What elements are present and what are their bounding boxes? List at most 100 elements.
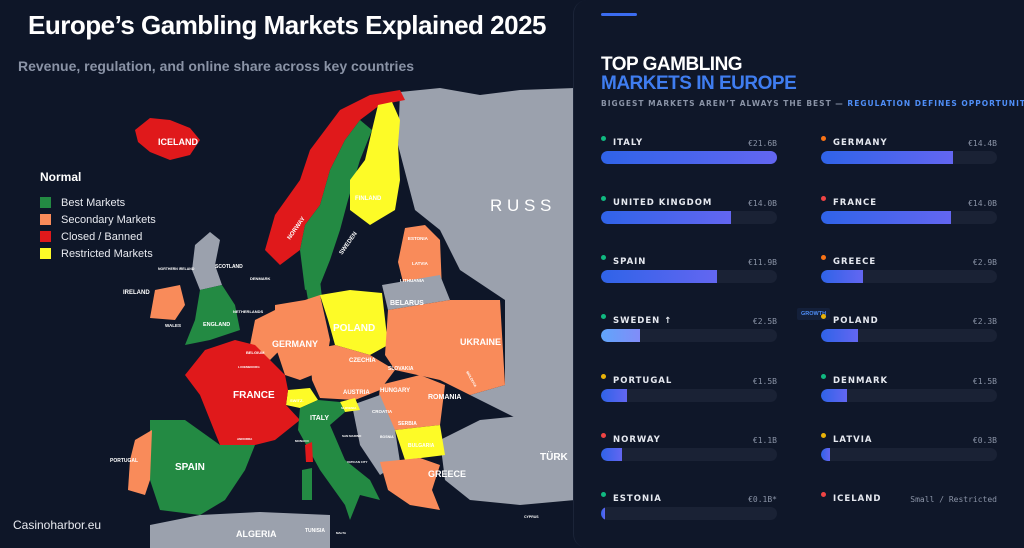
status-dot <box>601 492 606 497</box>
status-dot <box>601 433 606 438</box>
revenue-bar-fill <box>601 151 777 164</box>
market-item: ITALY €21.6B <box>601 136 777 172</box>
ireland <box>150 285 185 320</box>
status-dot <box>601 136 606 141</box>
status-dot <box>601 255 606 260</box>
market-name: ESTONIA <box>613 494 662 504</box>
label-croatia: CROATIA <box>372 409 393 414</box>
revenue-bar-track <box>601 389 777 402</box>
market-item: ICELAND Small / Restricted <box>821 492 997 528</box>
revenue-bar-fill <box>821 389 848 402</box>
status-dot <box>821 374 826 379</box>
revenue-bar-track <box>821 211 997 224</box>
revenue-bar-fill <box>821 211 952 224</box>
map-labels: ICELAND NORWAY SWEDEN FINLAND R U S S ES… <box>110 137 569 539</box>
market-value: €1.5B <box>752 377 777 386</box>
map-legend: Normal Best Markets Secondary Markets Clos… <box>40 170 156 262</box>
label-san-marino: SAN MARINO <box>342 434 362 438</box>
russia <box>398 88 575 500</box>
legend-item: Closed / Banned <box>40 228 156 245</box>
revenue-bar-fill <box>821 151 953 164</box>
label-denmark: DENMARK <box>250 276 271 281</box>
market-value: €14.0B <box>748 199 777 208</box>
turkey <box>440 415 575 505</box>
market-name: DENMARK <box>833 376 889 386</box>
france <box>185 340 300 445</box>
iceland <box>135 118 200 160</box>
label-poland: POLAND <box>333 323 375 334</box>
italy <box>298 400 380 520</box>
label-czechia: CZECHIA <box>349 358 376 364</box>
baltics <box>398 225 442 290</box>
label-iceland: ICELAND <box>158 137 198 147</box>
legend-swatch <box>40 214 51 225</box>
market-item: NORWAY €1.1B <box>601 433 777 469</box>
label-latvia: LATVIA <box>412 261 429 266</box>
label-france: FRANCE <box>233 390 275 401</box>
page-title: Europe’s Gambling Markets Explained 2025 <box>28 10 547 40</box>
label-ireland: IRELAND <box>123 290 150 296</box>
market-value: €14.0B <box>968 199 997 208</box>
market-value: €0.1B* <box>748 495 777 504</box>
denmark <box>305 280 322 300</box>
label-austria: AUSTRIA <box>343 390 370 396</box>
status-dot <box>821 255 826 260</box>
label-netherlands: NETHERLANDS <box>233 309 264 314</box>
market-name: FRANCE <box>833 198 878 208</box>
panel-tagline: BIGGEST MARKETS AREN’T ALWAYS THE BEST —… <box>601 99 1024 108</box>
market-item: PORTUGAL €1.5B <box>601 374 777 410</box>
revenue-bar-track <box>601 151 777 164</box>
england <box>185 285 240 345</box>
label-andorra: ANDORRA <box>237 437 253 441</box>
status-dot <box>821 433 826 438</box>
label-turkey: TÜRK <box>540 450 569 463</box>
romania <box>378 375 445 430</box>
portugal <box>128 430 152 495</box>
label-germany: GERMANY <box>272 339 318 349</box>
label-scotland: SCOTLAND <box>215 264 243 270</box>
revenue-bar-track <box>601 329 777 342</box>
status-dot <box>601 196 606 201</box>
status-dot <box>821 492 826 497</box>
revenue-bar-fill <box>601 211 732 224</box>
label-slovenia: SLOVENIA <box>341 406 357 410</box>
revenue-bar-fill <box>601 270 718 283</box>
revenue-bar-track <box>601 507 777 520</box>
label-luxembourg: LUXEMBOURG <box>238 365 260 369</box>
status-dot <box>821 136 826 141</box>
market-value: €1.5B <box>972 377 997 386</box>
status-dot <box>601 314 606 319</box>
europe-map: ICELAND NORWAY SWEDEN FINLAND R U S S ES… <box>110 88 575 548</box>
label-bosnia: BOSNIA <box>380 435 394 439</box>
label-slovakia: SLOVAKIA <box>388 366 414 372</box>
legend-item: Best Markets <box>40 194 156 211</box>
market-item: FRANCE €14.0B <box>821 196 997 232</box>
tagline-main: BIGGEST MARKETS AREN’T ALWAYS THE BEST — <box>601 99 848 108</box>
label-serbia: SERBIA <box>398 421 417 427</box>
market-name: SWEDEN ↑ <box>613 316 673 326</box>
label-russia: R U S S <box>490 196 551 215</box>
central-europe <box>310 345 395 400</box>
revenue-bar-track <box>821 151 997 164</box>
switzerland <box>286 388 318 408</box>
market-value: €0.3B <box>972 436 997 445</box>
accent-bar <box>601 13 637 16</box>
revenue-bar-fill <box>601 507 605 520</box>
market-name: POLAND <box>833 316 879 326</box>
market-name: ICELAND <box>833 494 882 504</box>
status-dot <box>601 374 606 379</box>
label-tunisia: TUNISIA <box>305 528 325 534</box>
label-belarus: BELARUS <box>390 300 424 307</box>
top-markets-panel: TOP GAMBLING MARKETS IN EUROPE BIGGEST M… <box>573 0 1024 548</box>
label-belgium: BELGIUM <box>246 350 265 355</box>
market-item: DENMARK €1.5B <box>821 374 997 410</box>
legend-swatch <box>40 231 51 242</box>
page-subtitle: Revenue, regulation, and online share ac… <box>18 58 415 74</box>
finland <box>350 102 400 225</box>
slovenia <box>340 398 360 412</box>
revenue-bar-fill <box>601 329 640 342</box>
label-england: ENGLAND <box>203 322 230 328</box>
market-item: POLAND €2.3B <box>821 314 997 350</box>
revenue-bar-fill <box>821 329 858 342</box>
scotland <box>192 232 222 290</box>
